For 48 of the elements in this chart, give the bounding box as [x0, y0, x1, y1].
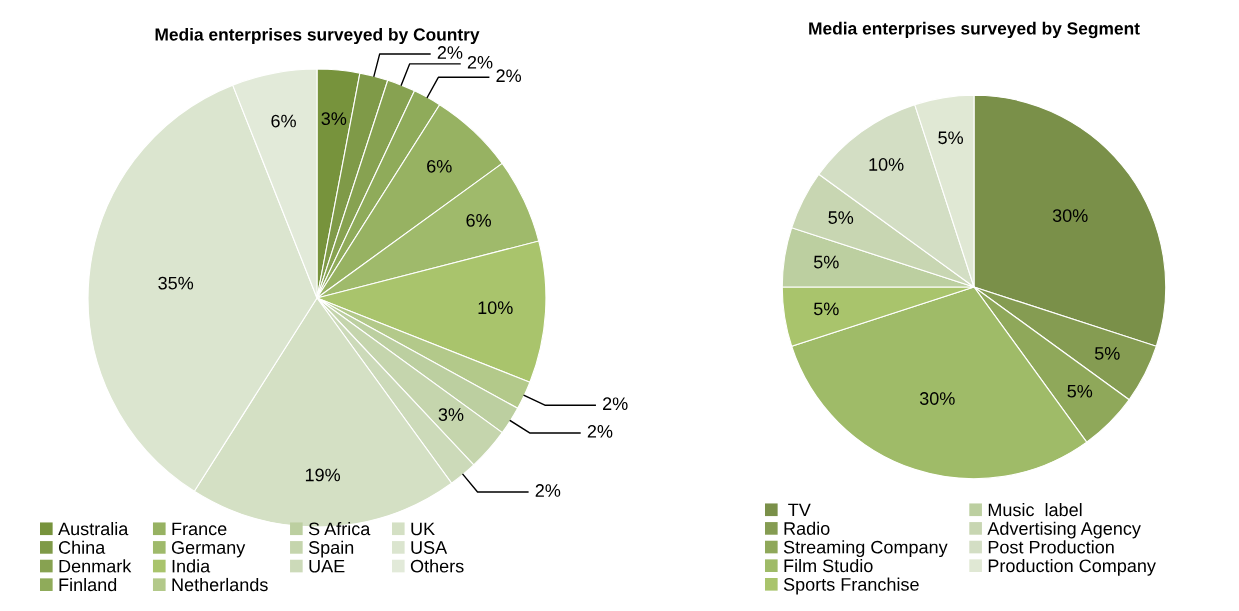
data-label: 5% [1067, 384, 1093, 398]
data-label: 19% [305, 468, 341, 482]
legend-label: Denmark [59, 559, 132, 573]
legend-label: France [172, 522, 227, 536]
data-label: 5% [813, 255, 839, 269]
chart-title: Media enterprises surveyed by Country [155, 27, 480, 45]
data-label: 6% [271, 114, 296, 128]
legend-label: Advertising Agency [987, 521, 1141, 539]
data-label: 6% [427, 159, 452, 173]
legend-label: USA [411, 541, 448, 554]
data-label: 10% [869, 158, 904, 171]
legend-label: Music label [988, 503, 1082, 517]
data-label: 5% [938, 131, 964, 145]
data-label: 2% [437, 46, 463, 59]
legend-label: Streaming Company [783, 540, 948, 558]
data-label: 35% [158, 276, 194, 290]
legend-label: Germany [171, 541, 246, 558]
legend-label: Sports Franchise [783, 577, 919, 595]
legend-label: Radio [784, 521, 830, 535]
legend-label: Spain [308, 540, 354, 558]
legend-label: Film Studio [784, 558, 873, 573]
legend-label: Production Company [988, 558, 1156, 576]
legend-label: UAE [309, 559, 345, 573]
legend-label: India [172, 559, 211, 573]
data-label: 5% [1094, 347, 1120, 360]
legend-label: Finland [59, 577, 117, 592]
legend-label: S Africa [308, 522, 371, 536]
data-label: 2% [603, 397, 628, 411]
legend-label: TV [788, 503, 811, 517]
data-label: 30% [919, 392, 955, 405]
legend-label: China [58, 540, 106, 554]
legend-label: Netherlands [172, 577, 268, 592]
data-label: 10% [478, 301, 513, 315]
legend-label: UK [411, 522, 435, 536]
legend-label: Post Production [988, 540, 1114, 554]
data-label: 2% [535, 484, 561, 497]
data-label: 3% [438, 408, 464, 421]
data-label: 6% [466, 214, 491, 227]
chart-title: Media enterprises surveyed by Segment [809, 21, 1140, 39]
data-label: 2% [467, 55, 493, 69]
data-label: 3% [321, 112, 347, 126]
data-label: 2% [496, 69, 522, 83]
legend-label: Others [410, 559, 464, 573]
legend-label: Australia [58, 522, 129, 536]
data-label: 30% [1052, 209, 1088, 222]
data-label: 5% [813, 302, 839, 316]
data-label: 2% [587, 425, 613, 438]
data-label: 5% [828, 211, 854, 224]
